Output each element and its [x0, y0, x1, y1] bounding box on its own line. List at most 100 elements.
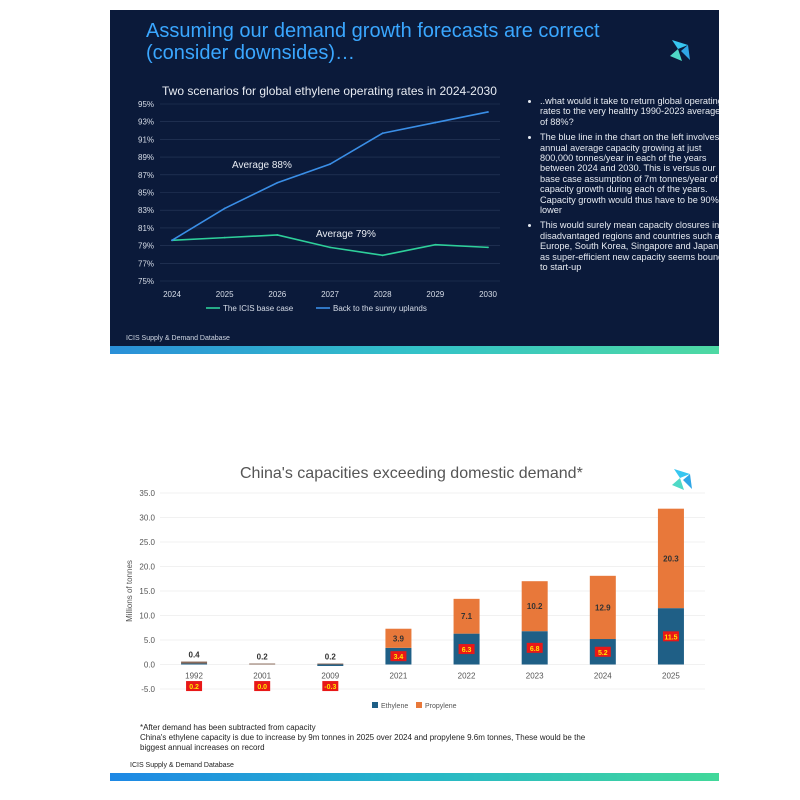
x-tick-label: 1992 — [185, 672, 203, 681]
y-tick-label: 79% — [138, 242, 154, 251]
y-tick-label: 30.0 — [139, 514, 155, 523]
legend-label: Ethylene — [381, 703, 408, 710]
footnote-line: China's ethylene capacity is due to incr… — [140, 733, 586, 742]
data-point — [487, 111, 489, 113]
bar-propylene — [453, 598, 480, 634]
x-tick-label: 2029 — [426, 290, 444, 299]
propylene-value-label: 3.9 — [393, 634, 405, 643]
bar-propylene — [317, 663, 344, 665]
ethylene-label-box — [526, 642, 543, 653]
legend-swatch — [372, 702, 378, 708]
y-tick-label: 77% — [138, 259, 154, 268]
ethylene-value-label: 5.2 — [598, 650, 608, 657]
data-point — [381, 132, 384, 135]
data-point — [381, 254, 384, 257]
propylene-value-label: 20.3 — [663, 554, 679, 563]
x-tick-label: 2030 — [479, 290, 497, 299]
data-point — [487, 246, 489, 249]
data-point — [276, 234, 279, 236]
legend-label: The ICIS base case — [223, 304, 294, 313]
bar-propylene — [589, 575, 616, 640]
bar-ethylene — [317, 664, 344, 666]
y-tick-label: 0.0 — [144, 661, 156, 670]
slide-title-line2: (consider downsides)… — [146, 42, 355, 64]
y-tick-label: 10.0 — [139, 612, 155, 621]
bar-ethylene — [181, 663, 208, 665]
x-tick-label: 2025 — [216, 290, 234, 299]
y-tick-label: 75% — [138, 277, 154, 286]
y-tick-label: 91% — [138, 135, 154, 144]
ethylene-value-label: 11.5 — [664, 634, 677, 641]
data-point — [329, 246, 331, 249]
slide-operating-rates: Assuming our demand growth forecasts are… — [110, 10, 719, 354]
x-tick-label: 2022 — [458, 672, 476, 681]
legend-swatch — [416, 702, 422, 708]
ethylene-label-box — [458, 644, 475, 655]
y-tick-label: 95% — [138, 100, 154, 109]
x-tick-label: 2023 — [526, 672, 544, 681]
data-point — [276, 181, 279, 184]
y-tick-label: 81% — [138, 224, 154, 233]
slide-title: China's capacities exceeding domestic de… — [240, 465, 583, 482]
bar-chart: 35.0 30.0 25.0 20.0 15.0 10.0 5.0 0.0 -5.0 Millio… — [125, 489, 705, 710]
ethylene-value-label: 0.0 — [257, 684, 267, 691]
slide-china-capacities: China's capacities exceeding domestic de… — [110, 455, 719, 781]
slide-title-line1: Assuming our demand growth forecasts are… — [146, 20, 600, 42]
y-tick-label: 85% — [138, 189, 154, 198]
series-line-sunny-uplands — [171, 111, 489, 241]
y-tick-label: 5.0 — [144, 636, 156, 645]
ethylene-value-label: 6.3 — [462, 647, 472, 654]
footnote-line: *After demand has been subtracted from c… — [140, 723, 316, 732]
ethylene-label-box — [322, 681, 339, 692]
bar-propylene — [249, 663, 276, 665]
x-tick-label: 2024 — [594, 672, 612, 681]
bullet-item: The blue line in the chart on the left i… — [540, 132, 719, 215]
data-point — [434, 121, 437, 124]
ethylene-value-label: 0.2 — [189, 684, 199, 691]
x-tick-label: 2009 — [321, 672, 339, 681]
y-tick-label: 15.0 — [139, 587, 155, 596]
bar-propylene — [521, 581, 548, 632]
ethylene-label-box — [390, 651, 407, 662]
ethylene-label-box — [662, 631, 679, 642]
y-tick-label: -5.0 — [141, 685, 155, 694]
slide-title: Assuming our demand growth forecasts are… — [146, 20, 646, 64]
data-point — [434, 243, 437, 246]
bar-propylene — [385, 628, 412, 648]
propylene-value-label: 0.2 — [325, 653, 337, 662]
ethylene-label-box — [186, 681, 203, 692]
legend-label: Back to the sunny uplands — [333, 304, 427, 313]
line-chart-title: Two scenarios for global ethylene operat… — [162, 84, 497, 98]
x-tick-label: 2027 — [321, 290, 339, 299]
propylene-value-label: 7.1 — [461, 612, 473, 621]
annotation-average-79: Average 79% — [316, 229, 376, 240]
x-tick-label: 2024 — [163, 290, 181, 299]
gradient-bar — [110, 773, 719, 781]
bar-propylene — [657, 508, 684, 609]
y-tick-label: 25.0 — [139, 538, 155, 547]
bullet-item: This would surely mean capacity closures… — [540, 220, 719, 272]
source-note: ICIS Supply & Demand Database — [130, 762, 234, 769]
propylene-value-label: 0.2 — [257, 653, 269, 662]
y-tick-label: 87% — [138, 171, 154, 180]
line-chart: 95% 93% 91% 89% 87% 85% 83% 81% 79% 77% 75% 2024 202… — [138, 100, 500, 313]
gradient-bar — [110, 346, 719, 354]
icis-logo-icon — [672, 469, 692, 490]
source-note: ICIS Supply & Demand Database — [126, 335, 230, 342]
ethylene-label-box — [254, 681, 271, 692]
x-tick-label: 2025 — [662, 672, 680, 681]
x-tick-label: 2021 — [390, 672, 408, 681]
ethylene-value-label: -0.3 — [324, 684, 336, 691]
legend-label: Propylene — [425, 703, 457, 710]
y-tick-label: 35.0 — [139, 489, 155, 498]
propylene-value-label: 12.9 — [595, 603, 611, 612]
x-tick-label: 2028 — [374, 290, 392, 299]
bullet-item: ..what would it take to return global op… — [540, 96, 719, 127]
data-point — [223, 207, 226, 210]
data-point — [223, 236, 226, 239]
footnote: *After demand has been subtracted from c… — [140, 723, 700, 753]
y-tick-label: 83% — [138, 206, 154, 215]
x-tick-label: 2026 — [268, 290, 286, 299]
propylene-value-label: 10.2 — [527, 602, 543, 611]
y-axis-label: Millions of tonnes — [125, 560, 134, 622]
